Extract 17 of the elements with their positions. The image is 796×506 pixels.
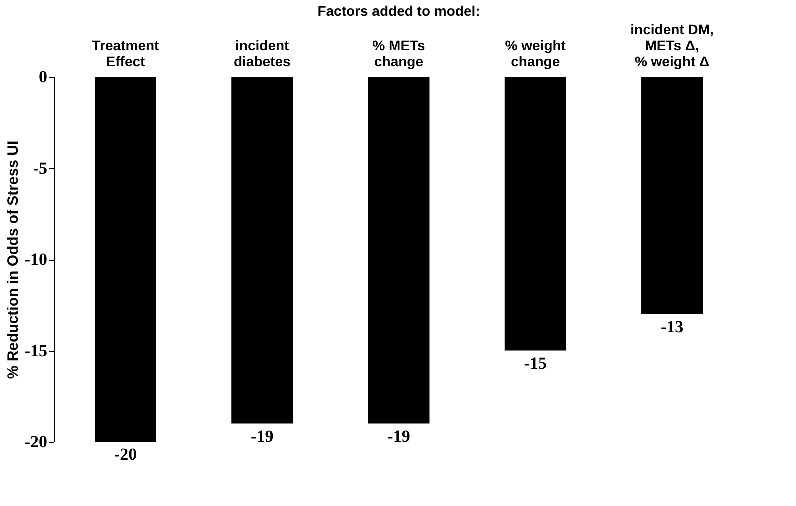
x-tick-label: incident DM, METs Δ, % weight Δ: [630, 22, 714, 70]
data-label: -13: [660, 317, 684, 336]
y-tick-label: -20: [24, 432, 48, 452]
y-tick-label: 0: [39, 68, 48, 86]
y-tick-label: -5: [33, 158, 48, 178]
x-tick-label: Treatment Effect: [92, 38, 160, 70]
x-tick-label: % METs change: [372, 38, 426, 70]
x-tick-label: incident diabetes: [234, 38, 291, 70]
chart-title: Factors added to model:: [318, 3, 480, 19]
y-tick-label: -10: [24, 250, 48, 269]
y-axis-title: % Reduction in Odds of Stress UI: [4, 140, 22, 380]
x-tick-label: % weight change: [505, 38, 566, 70]
data-label: -19: [388, 426, 410, 446]
y-tick-label: -15: [24, 341, 48, 360]
data-label: -19: [251, 426, 274, 446]
data-label: -20: [114, 445, 138, 464]
data-label: -15: [524, 354, 547, 373]
